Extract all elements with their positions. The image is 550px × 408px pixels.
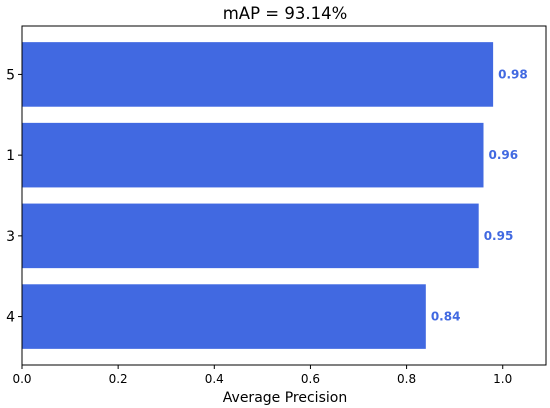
x-tick-label: 0.2 — [109, 372, 128, 386]
x-tick-label: 0.8 — [397, 372, 416, 386]
y-tick-label: 3 — [6, 229, 15, 245]
data-label-3: 0.95 — [484, 229, 514, 243]
y-tick-label: 5 — [6, 67, 15, 83]
bar-5 — [22, 42, 494, 107]
x-axis-ticks: 0.0 0.2 0.4 0.6 0.8 1.0 — [12, 365, 512, 386]
x-axis-label: Average Precision — [223, 390, 347, 406]
chart-title: mAP = 93.14% — [223, 4, 348, 23]
x-tick-label: 0.0 — [12, 372, 31, 386]
x-tick-label: 0.4 — [205, 372, 224, 386]
y-tick-label: 1 — [6, 148, 15, 164]
y-axis-labels: 5 1 3 4 — [6, 67, 22, 326]
bars-group: 0.98 0.96 0.95 0.84 — [22, 42, 528, 349]
data-label-4: 0.84 — [431, 310, 461, 324]
x-tick-label: 1.0 — [493, 372, 512, 386]
y-tick-label: 4 — [6, 310, 15, 326]
bar-1 — [22, 122, 484, 188]
plot-frame — [21, 25, 547, 366]
x-tick-label: 0.6 — [301, 372, 320, 386]
data-label-5: 0.98 — [498, 67, 528, 81]
data-label-1: 0.96 — [489, 148, 519, 162]
bar-4 — [22, 284, 426, 349]
bar-3 — [22, 203, 479, 269]
